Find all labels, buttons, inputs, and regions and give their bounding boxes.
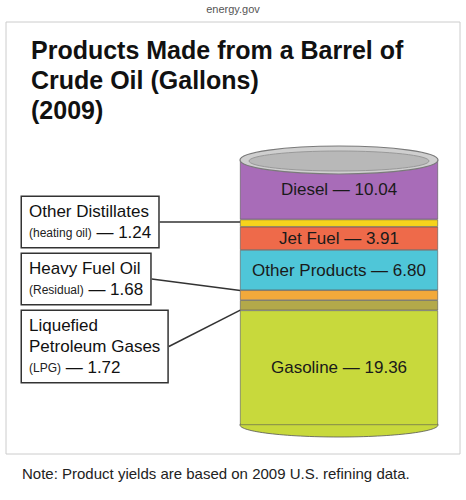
svg-text:Gasoline — 19.36: Gasoline — 19.36 [271, 358, 407, 377]
svg-text:(Residual): (Residual) [29, 283, 84, 297]
svg-text:Liquefied: Liquefied [29, 316, 98, 335]
svg-text:Crude Oil (Gallons): Crude Oil (Gallons) [31, 66, 259, 94]
svg-text:(2009): (2009) [31, 96, 103, 124]
svg-text:— 1.24: — 1.24 [92, 223, 152, 242]
svg-text:Heavy Fuel Oil: Heavy Fuel Oil [29, 259, 140, 278]
svg-text:— 1.72: — 1.72 [61, 358, 121, 377]
svg-text:Note: Product yields are based: Note: Product yields are based on 2009 U… [22, 465, 410, 482]
svg-text:Jet Fuel — 3.91: Jet Fuel — 3.91 [279, 229, 399, 248]
svg-text:— 1.68: — 1.68 [84, 280, 144, 299]
svg-text:(heating oil): (heating oil) [29, 226, 92, 240]
svg-text:(LPG): (LPG) [29, 361, 61, 375]
svg-text:energy.gov: energy.gov [206, 3, 260, 15]
svg-text:Products Made from a Barrel of: Products Made from a Barrel of [31, 36, 410, 64]
svg-text:Other Products — 6.80: Other Products — 6.80 [252, 261, 426, 280]
svg-text:Diesel — 10.04: Diesel — 10.04 [281, 180, 397, 199]
svg-text:Petroleum Gases: Petroleum Gases [29, 337, 160, 356]
svg-text:Other Distillates: Other Distillates [29, 202, 149, 221]
